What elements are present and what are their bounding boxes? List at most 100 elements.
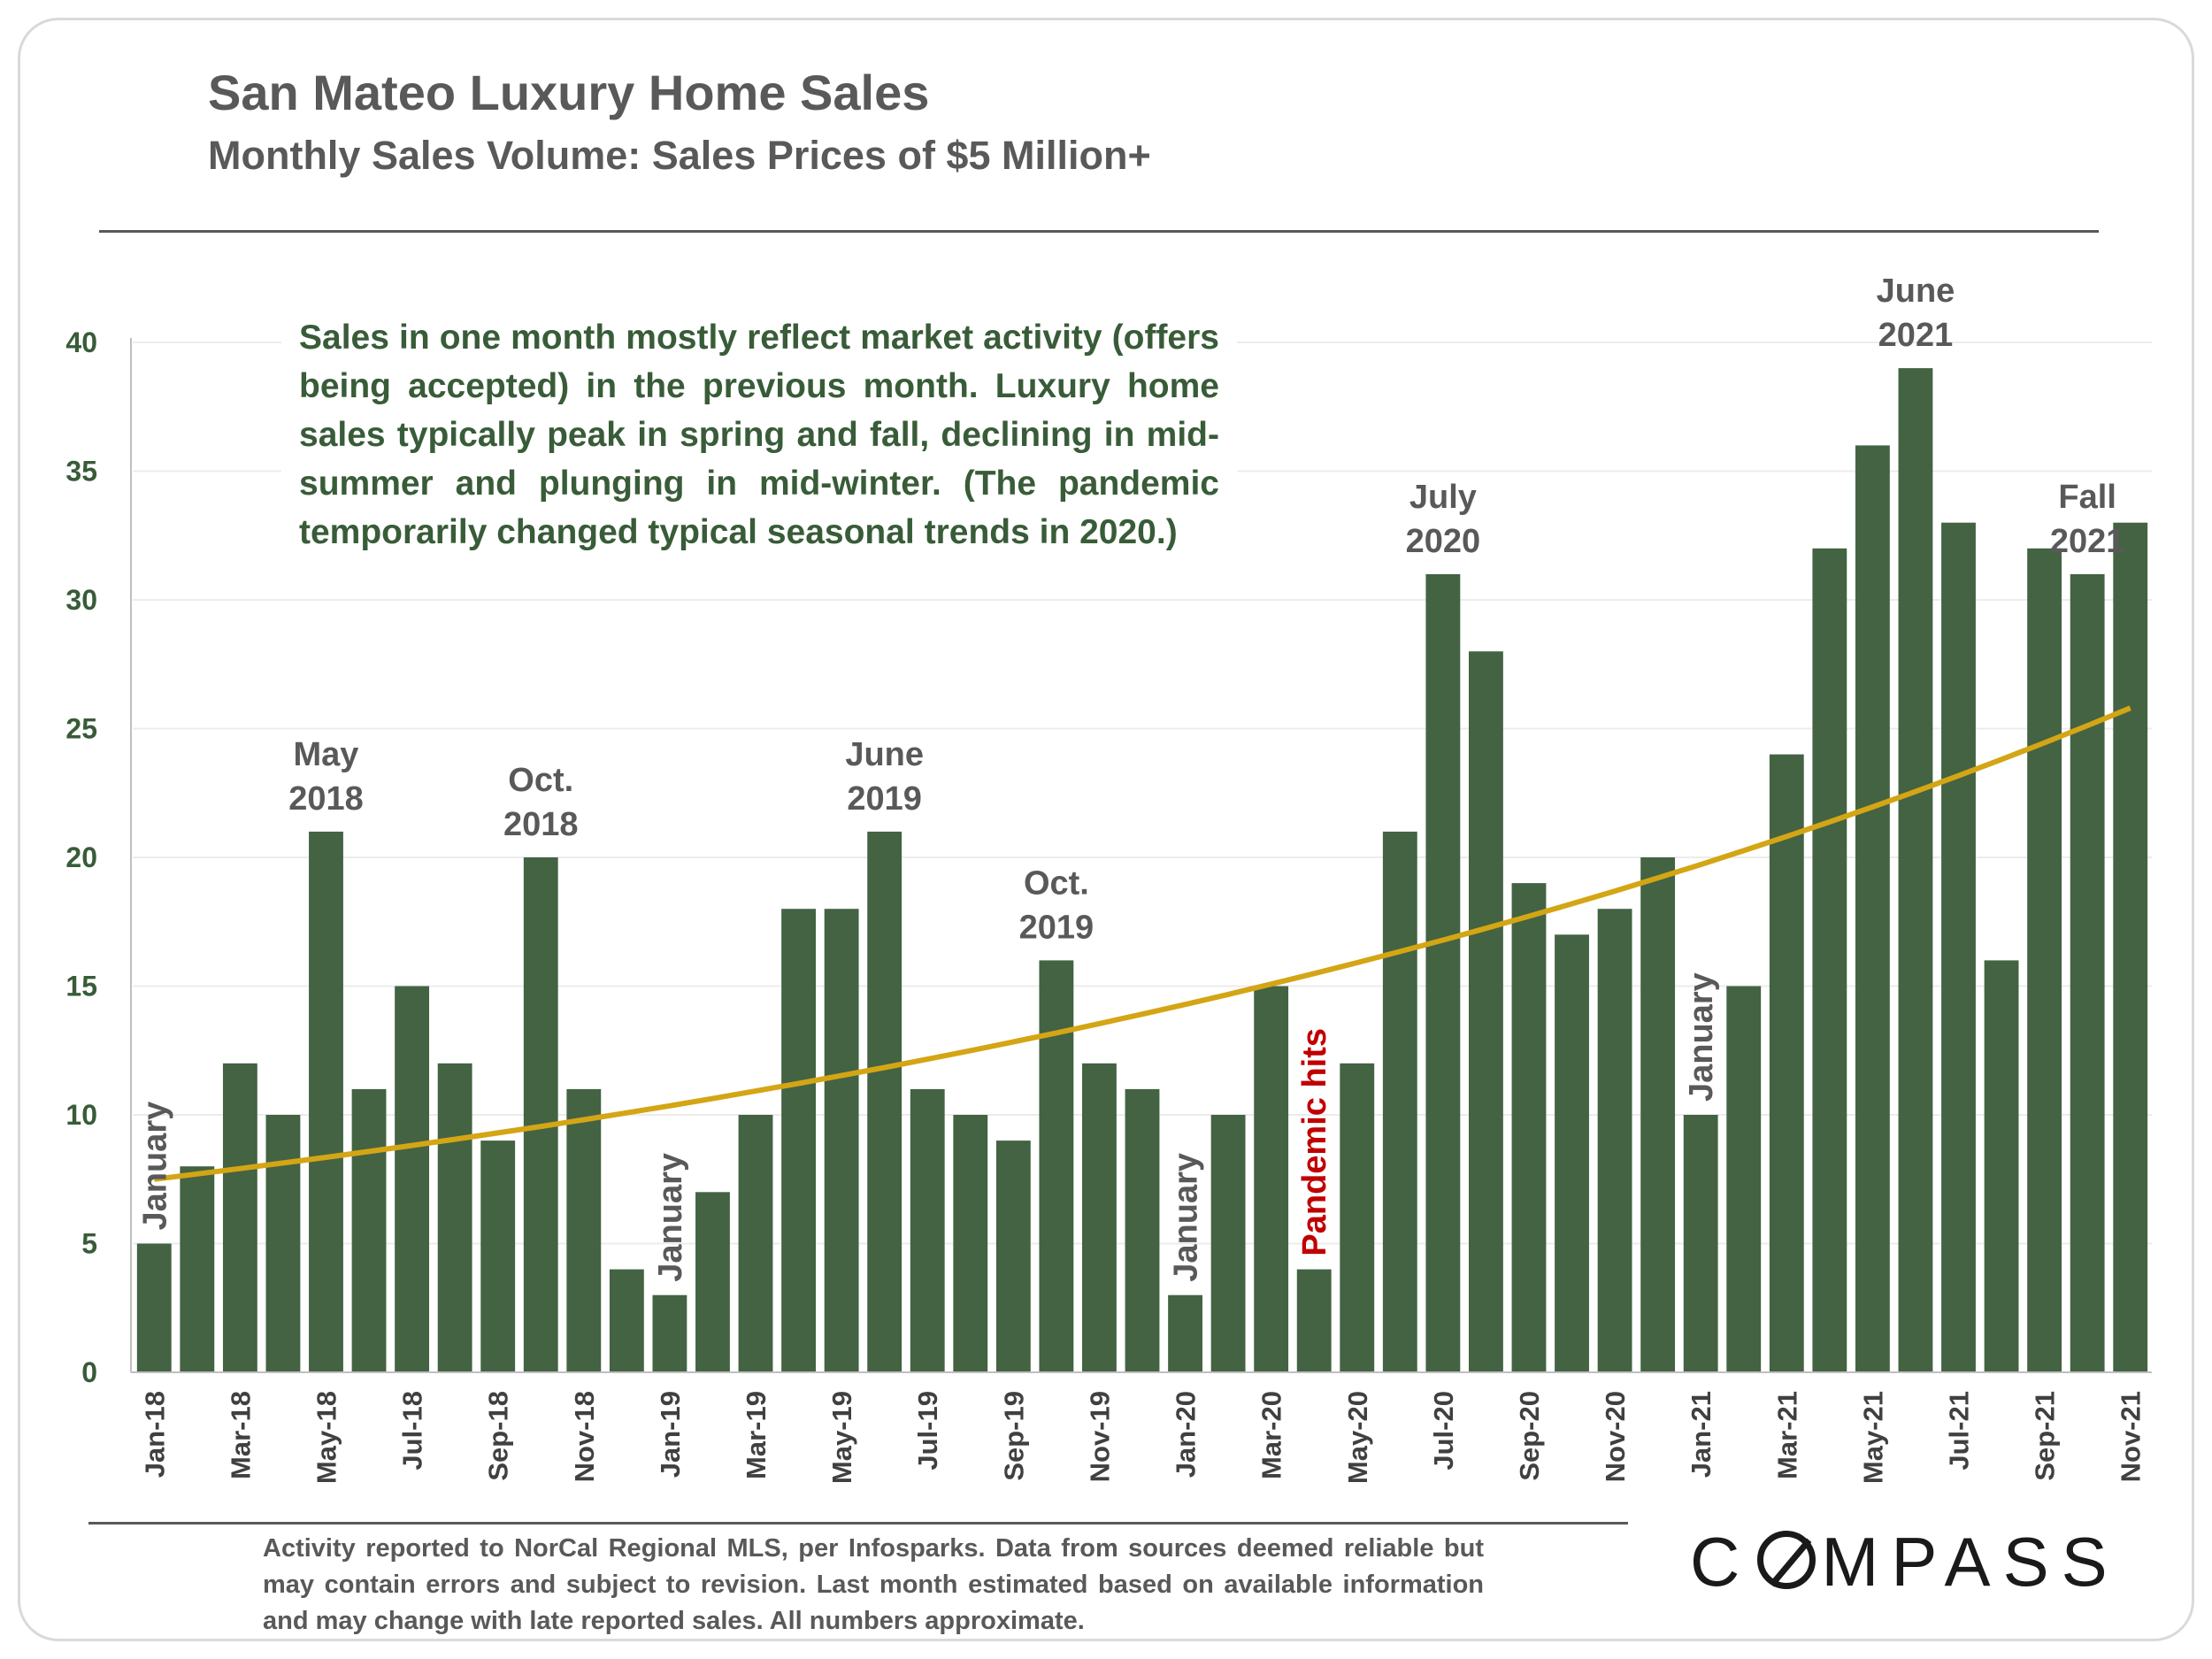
- bar: [1382, 831, 1417, 1372]
- y-tick-label: 15: [65, 971, 97, 1002]
- bar: [824, 909, 859, 1372]
- chart-subtitle: Monthly Sales Volume: Sales Prices of $5…: [208, 133, 1151, 178]
- x-tick-label: Sep-20: [1514, 1391, 1545, 1481]
- bar: [136, 1243, 172, 1372]
- callout-note: Sales in one month mostly reflect market…: [281, 310, 1237, 560]
- annotation-label: Pandemic hits: [1296, 1028, 1333, 1256]
- annotation-label: January: [1168, 1153, 1205, 1282]
- bar: [1683, 1115, 1718, 1372]
- bar: [1125, 1088, 1160, 1372]
- y-tick-label: 0: [81, 1356, 97, 1388]
- bar: [1769, 754, 1804, 1372]
- bar: [738, 1115, 773, 1372]
- x-tick-label: Jan-21: [1686, 1391, 1717, 1478]
- bar: [609, 1269, 644, 1372]
- x-tick-label: Nov-21: [2116, 1391, 2147, 1482]
- annotation-label: 2019: [847, 780, 922, 818]
- bar: [910, 1088, 945, 1372]
- source-footnote: Activity reported to NorCal Regional MLS…: [263, 1534, 1484, 1635]
- bar: [953, 1115, 988, 1372]
- y-tick-label: 40: [65, 326, 97, 358]
- bar: [395, 986, 430, 1372]
- y-tick-label: 30: [65, 584, 97, 616]
- bar: [1812, 548, 1847, 1372]
- bar: [523, 857, 558, 1372]
- x-tick-label: Jan-20: [1171, 1391, 1202, 1478]
- bar: [437, 1063, 472, 1372]
- bar: [1511, 883, 1547, 1372]
- annotation-label: Oct.: [508, 762, 573, 799]
- annotation-label: January: [136, 1102, 173, 1231]
- bar: [1039, 960, 1074, 1372]
- bar: [1340, 1063, 1375, 1372]
- y-tick-label: 5: [81, 1228, 97, 1260]
- bar: [1640, 857, 1676, 1372]
- bar: [1855, 445, 1890, 1372]
- x-tick-label: Jul-20: [1428, 1391, 1459, 1471]
- x-tick-label: Sep-19: [998, 1391, 1029, 1481]
- chart-title: San Mateo Luxury Home Sales: [208, 65, 930, 120]
- annotation-label: 2020: [1406, 523, 1481, 560]
- x-tick-label: Mar-19: [741, 1391, 772, 1479]
- bar: [781, 909, 816, 1372]
- footer-divider: [88, 1522, 1628, 1525]
- annotation-label: 2018: [288, 780, 364, 818]
- x-tick-label: Nov-20: [1600, 1391, 1631, 1482]
- trendline: [153, 705, 2131, 1182]
- bar: [309, 831, 343, 1372]
- bar: [1469, 651, 1503, 1372]
- x-tick-label: Jan-19: [655, 1391, 686, 1478]
- bar: [867, 831, 902, 1372]
- y-tick-label: 25: [65, 713, 97, 745]
- bar: [566, 1088, 602, 1372]
- bar: [351, 1088, 387, 1372]
- bar: [652, 1294, 687, 1372]
- bar: [2113, 522, 2148, 1372]
- bar: [1597, 909, 1632, 1372]
- annotation-label: January: [652, 1153, 689, 1282]
- x-tick-label: Jul-18: [397, 1391, 428, 1471]
- x-tick-label: Mar-18: [225, 1391, 256, 1479]
- compass-o-icon: [1757, 1531, 1816, 1589]
- annotations: January May 2018 Oct. 2018 January June 2019 Oct…: [136, 273, 2124, 1282]
- bar: [222, 1063, 257, 1372]
- bar: [695, 1192, 730, 1372]
- bar: [1296, 1269, 1332, 1372]
- x-tick-label: Nov-19: [1084, 1391, 1115, 1482]
- bar: [1254, 986, 1289, 1372]
- x-tick-label: Nov-18: [569, 1391, 600, 1482]
- annotation-label: 2021: [1878, 317, 1954, 354]
- bar: [1168, 1294, 1202, 1372]
- y-tick-label: 10: [65, 1099, 97, 1131]
- annotation-label: 2018: [503, 806, 579, 843]
- annotation-label: 2021: [2050, 523, 2125, 560]
- y-tick-label: 20: [65, 841, 97, 873]
- x-tick-label: Jan-18: [139, 1391, 170, 1478]
- annotation-label: Fall: [2058, 479, 2116, 516]
- annotation-label: 2019: [1019, 909, 1094, 946]
- bar: [180, 1166, 215, 1372]
- x-tick-label: May-19: [826, 1391, 857, 1484]
- bar: [480, 1141, 516, 1372]
- bar: [1941, 522, 1976, 1372]
- bar: [1425, 573, 1461, 1372]
- bar: [1210, 1115, 1246, 1372]
- header-divider: [99, 230, 2099, 233]
- annotation-label: May: [294, 736, 359, 773]
- bar: [995, 1141, 1031, 1372]
- annotation-label: July: [1409, 479, 1477, 516]
- annotation-label: June: [1877, 273, 1955, 310]
- x-tick-label: May-21: [1857, 1391, 1888, 1484]
- annotation-label: Oct.: [1024, 864, 1089, 902]
- x-axis: Jan-18 Mar-18 May-18 Jul-18 Sep-18 Nov-18 Jan-…: [131, 1371, 2152, 1484]
- bar: [2070, 573, 2105, 1372]
- y-axis: 0 5 10 15 20 25 30 35 40: [65, 326, 132, 1388]
- compass-logo: C MPASS: [1690, 1523, 2120, 1601]
- x-tick-label: Mar-20: [1256, 1391, 1287, 1479]
- annotation-label: January: [1683, 972, 1720, 1102]
- bar-series: [136, 368, 2148, 1373]
- x-tick-label: Sep-18: [483, 1391, 514, 1481]
- x-tick-label: May-18: [311, 1391, 342, 1484]
- bar: [1984, 960, 2019, 1372]
